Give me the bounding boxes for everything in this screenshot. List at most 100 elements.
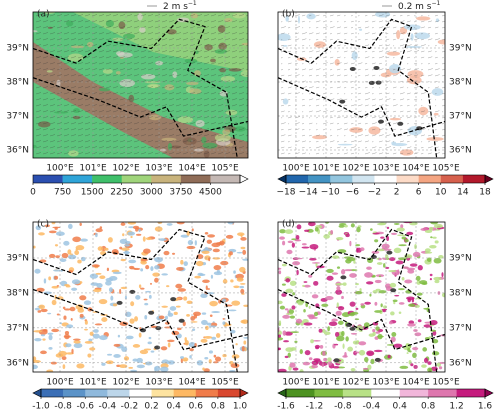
wind-vector	[175, 140, 182, 143]
wind-vector	[336, 141, 339, 143]
field-patch	[284, 308, 289, 311]
wind-vector	[231, 80, 238, 83]
colorbar-segment	[129, 389, 152, 397]
field-patch	[327, 357, 332, 362]
wind-vector	[238, 38, 245, 41]
wind-vector	[371, 152, 377, 155]
wind-vector	[42, 104, 49, 107]
wind-vector	[175, 80, 182, 83]
terrain-patch	[204, 44, 213, 51]
wind-vector	[105, 62, 112, 65]
wind-vector	[133, 32, 140, 35]
field-patch	[417, 319, 422, 323]
field-patch	[120, 258, 126, 262]
field-patch	[79, 295, 87, 301]
field-patch	[334, 58, 340, 66]
field-patch	[101, 317, 108, 322]
wind-vector	[70, 32, 77, 35]
field-patch	[55, 231, 65, 236]
terrain-patch	[161, 137, 177, 141]
wind-vector	[147, 104, 154, 107]
wind-vector	[392, 32, 398, 35]
field-patch	[278, 33, 291, 42]
wind-vector	[427, 38, 433, 41]
wind-vector	[126, 74, 133, 77]
field-patch	[71, 287, 78, 291]
wind-vector	[119, 62, 126, 65]
field-patch	[281, 263, 287, 267]
wind-vector	[336, 98, 342, 101]
wind-vector	[77, 152, 84, 155]
wind-vector	[315, 129, 318, 131]
wind-vector	[49, 98, 56, 101]
wind-vector	[413, 74, 418, 77]
field-patch	[410, 363, 414, 367]
dark-patch	[377, 119, 384, 124]
field-patch	[160, 346, 168, 351]
wind-vector	[441, 62, 445, 65]
wind-vector	[413, 134, 419, 137]
wind-vector	[301, 129, 305, 131]
wind-vector	[343, 32, 348, 35]
wind-vector	[392, 122, 398, 125]
wind-vector	[77, 32, 84, 35]
field-patch	[383, 263, 386, 268]
wind-vector	[315, 27, 319, 29]
field-patch	[80, 238, 88, 242]
field-patch	[135, 295, 141, 300]
field-patch	[374, 310, 382, 313]
wind-vector	[182, 26, 189, 29]
wind-vector	[315, 74, 319, 77]
wind-vector	[168, 74, 175, 77]
terrain-patch	[119, 56, 124, 59]
wind-vector	[231, 50, 238, 53]
field-patch	[388, 269, 397, 273]
wind-vector	[77, 38, 84, 41]
wind-vector	[364, 98, 370, 101]
wind-vector	[63, 20, 70, 23]
field-patch	[212, 257, 221, 260]
field-patch	[342, 282, 347, 286]
wind-vector	[98, 56, 105, 59]
wind-vector	[161, 104, 168, 107]
field-patch	[186, 245, 196, 250]
wind-vector	[441, 123, 445, 125]
wind-vector	[231, 134, 238, 137]
wind-vector	[196, 116, 203, 119]
field-patch	[135, 227, 139, 232]
field-patch	[34, 307, 40, 311]
wind-vector	[357, 128, 363, 131]
wind-vector	[49, 26, 56, 29]
field-patch	[121, 346, 128, 352]
field-patch	[130, 369, 138, 372]
wind-vector	[35, 98, 42, 101]
field-patch	[401, 236, 407, 240]
wind-vector	[91, 74, 98, 77]
field-patch	[356, 247, 359, 253]
wind-vector	[105, 86, 112, 89]
field-patch	[50, 361, 57, 365]
colorbar-tick-label: 2250	[110, 188, 133, 198]
wind-vector	[42, 62, 49, 65]
wind-vector	[168, 116, 175, 119]
wind-vector	[168, 44, 175, 47]
field-patch	[355, 340, 360, 344]
wind-vector	[49, 44, 56, 47]
wind-vector	[210, 152, 217, 155]
colorbar-segment	[180, 175, 211, 183]
terrain-patch	[115, 71, 121, 75]
field-patch	[290, 347, 297, 351]
wind-vector	[280, 45, 284, 47]
field-patch	[194, 275, 201, 279]
wind-vector	[392, 26, 397, 29]
field-patch	[176, 266, 184, 271]
field-patch	[65, 343, 72, 348]
colorbar-tick-label: -0.8	[54, 402, 72, 410]
lon-tick-label: 101°E	[79, 164, 107, 174]
field-patch	[136, 233, 142, 236]
wind-vector	[280, 98, 284, 101]
wind-vector	[175, 68, 182, 71]
lon-tick-label: 104°E	[402, 378, 430, 388]
field-patch	[295, 318, 303, 324]
wind-vector	[119, 26, 126, 29]
